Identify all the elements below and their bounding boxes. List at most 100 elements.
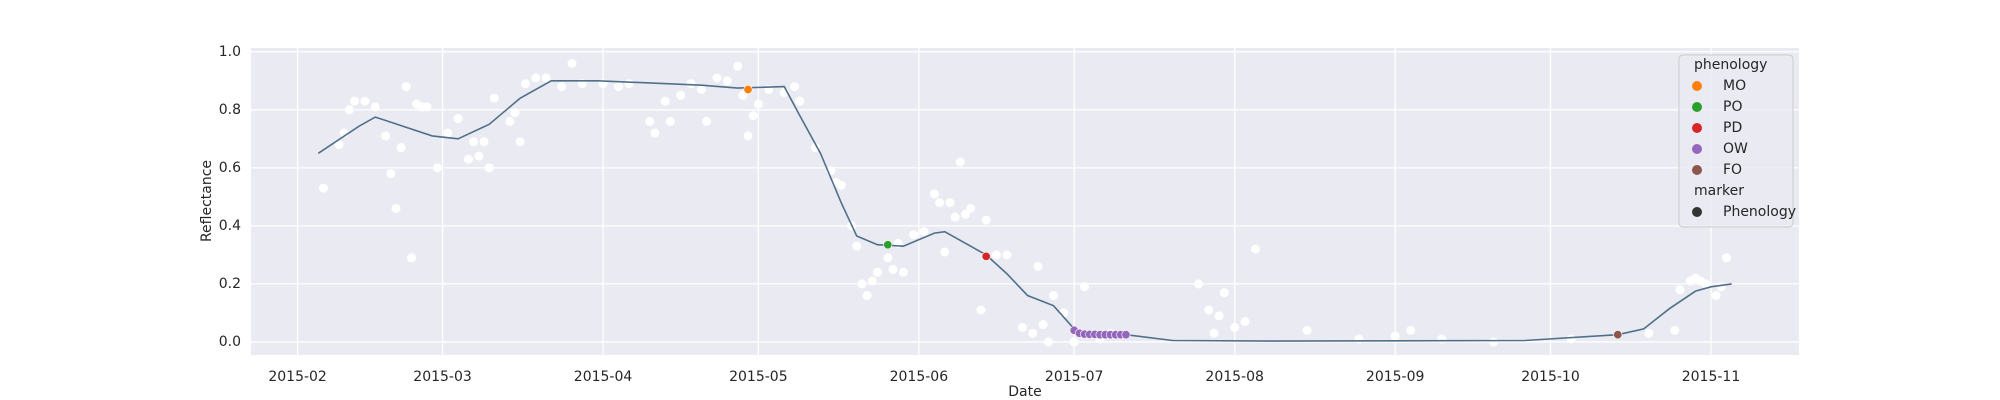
observation-point bbox=[350, 96, 360, 106]
observation-point bbox=[1250, 244, 1260, 254]
observation-point bbox=[386, 169, 396, 179]
observation-point bbox=[1701, 279, 1711, 289]
observation-point bbox=[1219, 288, 1229, 298]
observation-point bbox=[453, 114, 463, 124]
observation-point bbox=[1214, 311, 1224, 321]
x-tick-label: 2015-10 bbox=[1521, 369, 1580, 385]
phenology-point bbox=[743, 84, 753, 94]
observation-point bbox=[722, 76, 732, 86]
observation-point bbox=[1048, 291, 1058, 301]
observation-point bbox=[1038, 320, 1048, 330]
legend-marker bbox=[1692, 207, 1702, 217]
observation-point bbox=[1711, 291, 1721, 301]
observation-point bbox=[650, 128, 660, 138]
observation-point bbox=[929, 189, 939, 199]
observation-point bbox=[836, 180, 846, 190]
observation-point bbox=[510, 108, 520, 118]
phenology-point bbox=[883, 240, 893, 250]
x-tick-label: 2015-07 bbox=[1045, 369, 1104, 385]
observation-point bbox=[624, 79, 634, 89]
observation-point bbox=[883, 253, 893, 263]
observation-point bbox=[1230, 322, 1240, 332]
observation-point bbox=[712, 73, 722, 83]
y-tick-label: 0.8 bbox=[219, 102, 241, 118]
observation-point bbox=[484, 163, 494, 173]
plot-background bbox=[251, 48, 1799, 355]
observation-point bbox=[360, 96, 370, 106]
observation-point bbox=[862, 291, 872, 301]
legend-title: phenology bbox=[1694, 57, 1767, 73]
observation-point bbox=[1437, 334, 1447, 344]
observation-point bbox=[960, 209, 970, 219]
observation-point bbox=[981, 215, 991, 225]
observation-point bbox=[557, 82, 567, 92]
observation-point bbox=[531, 73, 541, 83]
observation-point bbox=[1240, 317, 1250, 327]
legend-label: FO bbox=[1723, 162, 1742, 178]
y-tick-label: 0.0 bbox=[219, 334, 241, 350]
observation-point bbox=[872, 267, 882, 277]
observation-point bbox=[422, 102, 432, 112]
smoothed-line bbox=[317, 79, 1732, 342]
observation-point bbox=[748, 111, 758, 121]
y-tick-label: 0.2 bbox=[219, 276, 241, 292]
observation-point bbox=[1017, 322, 1027, 332]
observation-point bbox=[950, 212, 960, 222]
observation-point bbox=[645, 116, 655, 126]
plot bbox=[317, 58, 1732, 347]
observation-point bbox=[1716, 282, 1726, 292]
observation-point bbox=[432, 163, 442, 173]
observation-point bbox=[753, 99, 763, 109]
legend-label: PO bbox=[1723, 99, 1742, 115]
observation-point bbox=[992, 250, 1002, 260]
observation-point bbox=[790, 82, 800, 92]
x-tick-label: 2015-04 bbox=[574, 369, 633, 385]
observation-point bbox=[888, 264, 898, 274]
observation-point bbox=[1722, 253, 1732, 263]
observation-point bbox=[1028, 328, 1038, 338]
x-tick-label: 2015-11 bbox=[1682, 369, 1741, 385]
y-axis-label: Reflectance bbox=[199, 160, 215, 242]
observation-point bbox=[396, 143, 406, 153]
legend-marker bbox=[1692, 102, 1702, 112]
observation-point bbox=[515, 137, 525, 147]
observation-point bbox=[919, 227, 929, 237]
observation-point bbox=[1566, 334, 1576, 344]
x-tick-label: 2015-08 bbox=[1205, 369, 1264, 385]
observation-point bbox=[1033, 261, 1043, 271]
observation-point bbox=[370, 102, 380, 112]
observation-point bbox=[733, 61, 743, 71]
observation-point bbox=[401, 82, 411, 92]
observation-point bbox=[1043, 337, 1053, 347]
observation-point bbox=[945, 198, 955, 208]
observation-point bbox=[686, 79, 696, 89]
observation-point bbox=[940, 247, 950, 257]
legend-label: OW bbox=[1723, 141, 1748, 157]
phenology-point bbox=[1121, 330, 1131, 340]
legend-marker bbox=[1692, 165, 1702, 175]
observation-point bbox=[857, 279, 867, 289]
legend-box bbox=[1678, 54, 1794, 228]
x-tick-label: 2015-02 bbox=[268, 369, 327, 385]
observation-point bbox=[391, 203, 401, 213]
observation-point bbox=[1390, 331, 1400, 341]
y-tick-label: 1.0 bbox=[219, 44, 241, 60]
observation-point bbox=[852, 241, 862, 251]
observation-point bbox=[1354, 334, 1364, 344]
observation-point bbox=[909, 230, 919, 240]
legend-marker bbox=[1692, 123, 1702, 133]
observation-point bbox=[1675, 285, 1685, 295]
observation-point bbox=[1080, 282, 1090, 292]
legend-label: MO bbox=[1723, 78, 1746, 94]
observation-point bbox=[976, 305, 986, 315]
observation-point bbox=[1002, 250, 1012, 260]
observation-point bbox=[1209, 328, 1219, 338]
y-tick-label: 0.6 bbox=[219, 160, 241, 176]
observation-point bbox=[479, 137, 489, 147]
x-axis-label: Date bbox=[1008, 384, 1041, 400]
observation-point bbox=[318, 183, 328, 193]
observation-point bbox=[541, 73, 551, 83]
observation-point bbox=[1204, 305, 1214, 315]
observation-point bbox=[1406, 325, 1416, 335]
